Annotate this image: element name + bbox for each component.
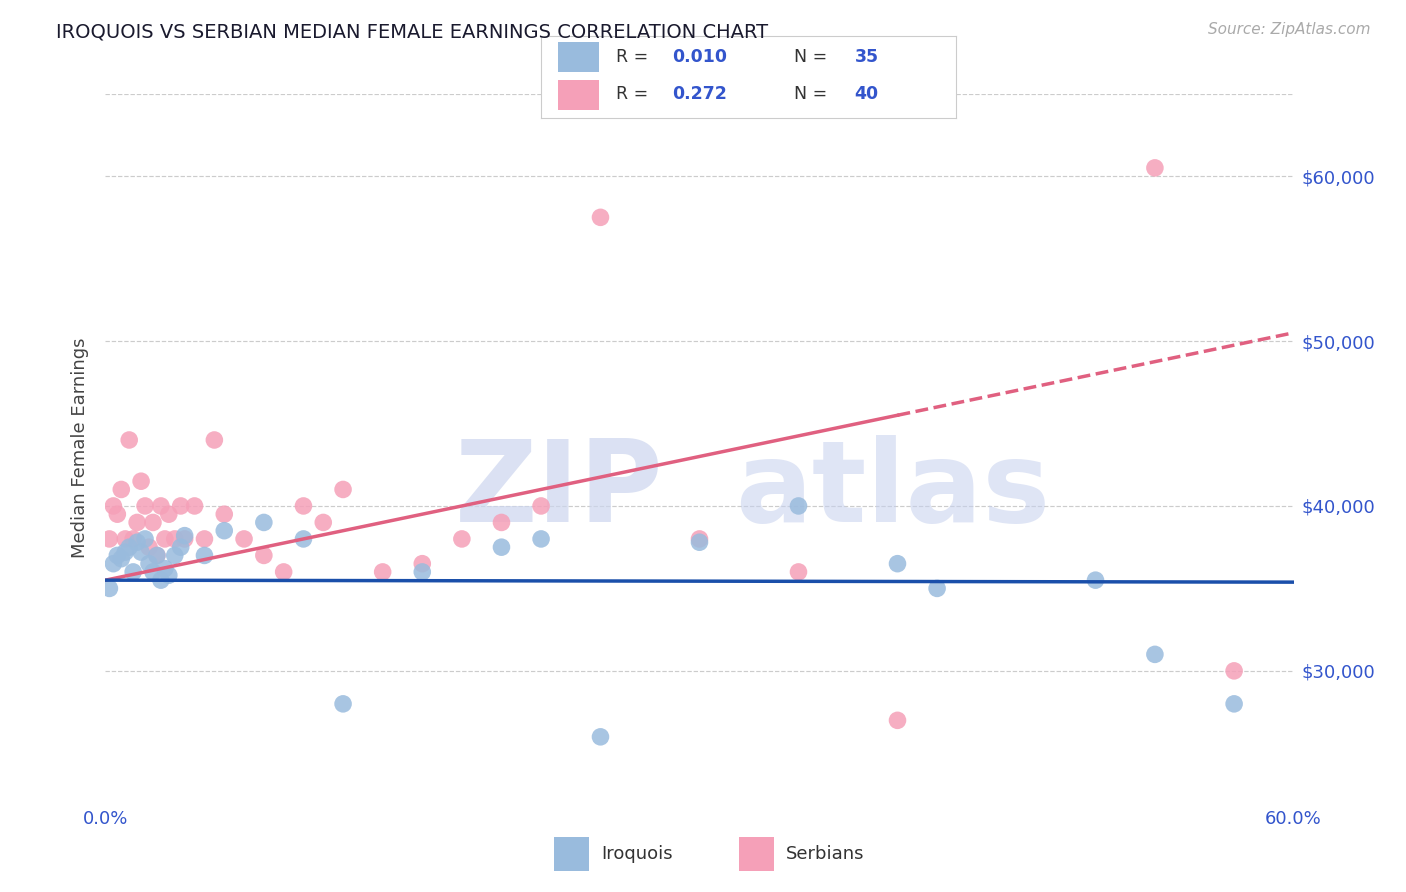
Point xyxy=(332,697,354,711)
Point xyxy=(253,516,276,530)
Text: N =: N = xyxy=(794,86,834,103)
Point xyxy=(163,532,186,546)
Point xyxy=(153,532,176,546)
Point xyxy=(214,507,236,521)
Point xyxy=(146,549,169,563)
Point xyxy=(138,557,160,571)
Point xyxy=(491,516,513,530)
Point xyxy=(134,499,156,513)
Point xyxy=(114,545,136,559)
Text: 0.272: 0.272 xyxy=(672,86,727,103)
Point xyxy=(149,573,172,587)
Bar xyxy=(554,837,589,871)
Point xyxy=(149,499,172,513)
Point xyxy=(1143,648,1166,662)
Text: 0.010: 0.010 xyxy=(672,47,727,66)
Point xyxy=(233,532,256,546)
Point xyxy=(787,499,810,513)
Point xyxy=(787,565,810,579)
Point xyxy=(138,540,160,554)
Text: N =: N = xyxy=(794,47,834,66)
Point xyxy=(110,483,132,497)
Point xyxy=(886,557,908,571)
Point xyxy=(105,549,128,563)
Point xyxy=(146,549,169,563)
Point xyxy=(103,499,125,513)
Text: IROQUOIS VS SERBIAN MEDIAN FEMALE EARNINGS CORRELATION CHART: IROQUOIS VS SERBIAN MEDIAN FEMALE EARNIN… xyxy=(56,22,768,41)
Point xyxy=(157,507,180,521)
Point xyxy=(1223,664,1246,678)
Point xyxy=(530,532,553,546)
Point xyxy=(292,499,315,513)
Point xyxy=(371,565,394,579)
Point xyxy=(127,516,149,530)
Point xyxy=(273,565,295,579)
Point xyxy=(118,433,141,447)
Bar xyxy=(558,80,599,110)
Text: 35: 35 xyxy=(855,47,879,66)
Point xyxy=(411,557,433,571)
Point xyxy=(129,474,152,488)
Point xyxy=(193,549,215,563)
Point xyxy=(530,499,553,513)
Point xyxy=(122,532,145,546)
Point xyxy=(98,582,121,596)
Text: ZIP: ZIP xyxy=(456,435,664,546)
Point xyxy=(142,565,165,579)
Point xyxy=(253,549,276,563)
Point xyxy=(292,532,315,546)
Y-axis label: Median Female Earnings: Median Female Earnings xyxy=(72,338,90,558)
Point xyxy=(491,540,513,554)
Text: Source: ZipAtlas.com: Source: ZipAtlas.com xyxy=(1208,22,1371,37)
Point xyxy=(1084,573,1107,587)
Point xyxy=(103,557,125,571)
Point xyxy=(114,532,136,546)
Text: R =: R = xyxy=(616,86,654,103)
Point xyxy=(183,499,205,513)
Point xyxy=(157,568,180,582)
Point xyxy=(193,532,215,546)
Point xyxy=(142,516,165,530)
Point xyxy=(105,507,128,521)
Point xyxy=(886,714,908,728)
Point xyxy=(202,433,225,447)
Point xyxy=(122,565,145,579)
Point xyxy=(127,535,149,549)
Text: 40: 40 xyxy=(855,86,879,103)
Point xyxy=(129,545,152,559)
Text: R =: R = xyxy=(616,47,654,66)
Point xyxy=(173,532,195,546)
Point xyxy=(163,549,186,563)
Text: Serbians: Serbians xyxy=(786,845,865,863)
Bar xyxy=(740,837,775,871)
Text: atlas: atlas xyxy=(735,435,1050,546)
Text: Iroquois: Iroquois xyxy=(602,845,673,863)
Point xyxy=(589,730,612,744)
Point xyxy=(589,211,612,225)
Point xyxy=(214,524,236,538)
Point xyxy=(98,532,121,546)
Point xyxy=(925,582,948,596)
Bar xyxy=(558,42,599,71)
Point xyxy=(411,565,433,579)
Point xyxy=(689,535,711,549)
Point xyxy=(110,551,132,566)
Point xyxy=(450,532,472,546)
Point xyxy=(1223,697,1246,711)
Point xyxy=(1143,161,1166,175)
Point xyxy=(153,561,176,575)
Point xyxy=(312,516,335,530)
Point xyxy=(332,483,354,497)
Point xyxy=(173,528,195,542)
Point xyxy=(689,532,711,546)
Point xyxy=(170,499,193,513)
Point xyxy=(118,540,141,554)
Point xyxy=(134,532,156,546)
Point xyxy=(170,540,193,554)
